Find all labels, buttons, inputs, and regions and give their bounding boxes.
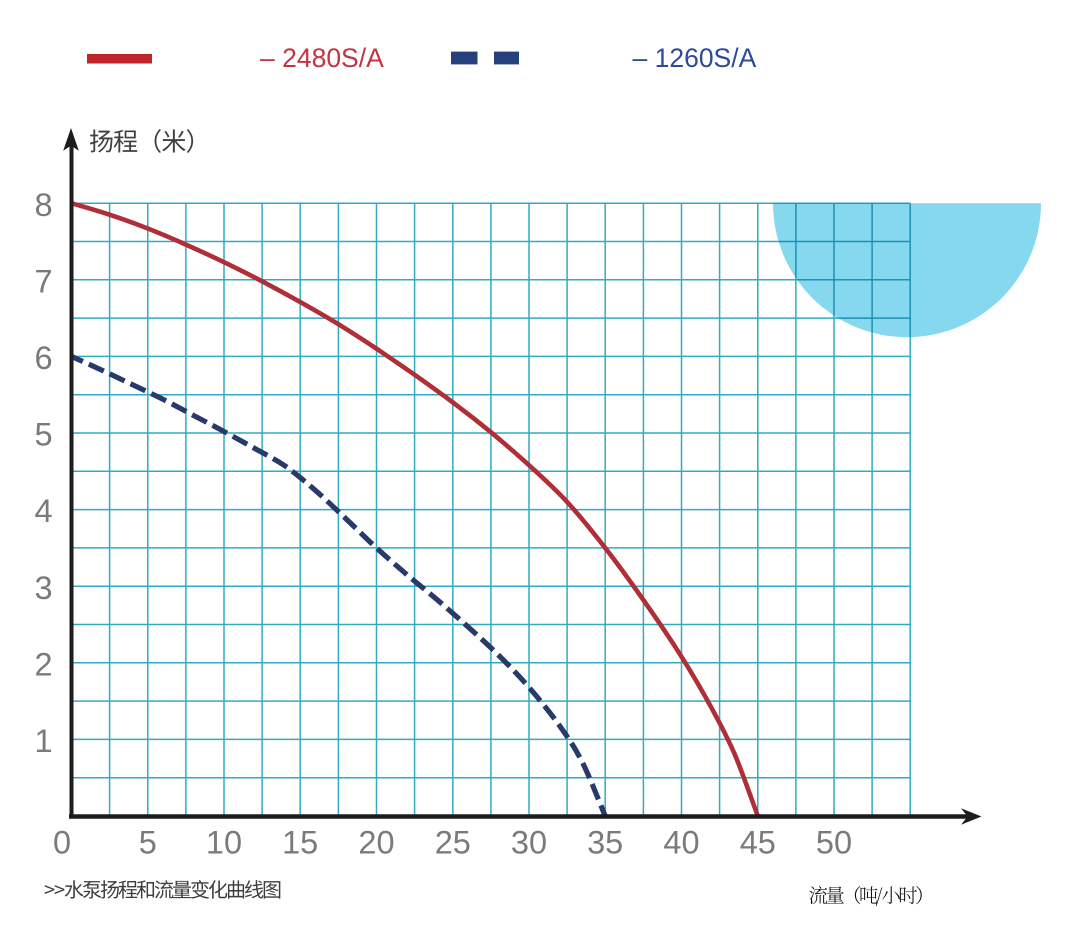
svg-text:1: 1 — [34, 723, 52, 759]
svg-text:40: 40 — [663, 825, 699, 861]
svg-text:45: 45 — [740, 825, 776, 861]
svg-text:7: 7 — [34, 263, 52, 299]
svg-text:25: 25 — [435, 825, 471, 861]
svg-text:5: 5 — [34, 417, 52, 453]
svg-text:– 2480S/A: – 2480S/A — [260, 43, 384, 73]
svg-text:5: 5 — [139, 825, 157, 861]
svg-text:30: 30 — [511, 825, 547, 861]
svg-text:3: 3 — [34, 570, 52, 606]
svg-text:35: 35 — [587, 825, 623, 861]
svg-text:– 1260S/A: – 1260S/A — [633, 43, 757, 73]
svg-text:0: 0 — [53, 825, 71, 861]
svg-text:8: 8 — [34, 187, 52, 223]
svg-text:2: 2 — [34, 646, 52, 682]
svg-text:10: 10 — [206, 825, 242, 861]
svg-text:4: 4 — [34, 493, 52, 529]
svg-text:6: 6 — [34, 340, 52, 376]
svg-text:20: 20 — [358, 825, 394, 861]
svg-text:15: 15 — [282, 825, 318, 861]
svg-text:50: 50 — [816, 825, 852, 861]
